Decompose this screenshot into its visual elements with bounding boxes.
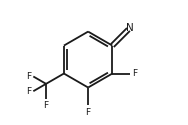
Text: F: F <box>26 72 31 81</box>
Text: F: F <box>86 108 91 116</box>
Text: F: F <box>43 101 49 110</box>
Text: F: F <box>26 87 31 96</box>
Text: N: N <box>127 23 134 33</box>
Text: F: F <box>132 69 137 78</box>
